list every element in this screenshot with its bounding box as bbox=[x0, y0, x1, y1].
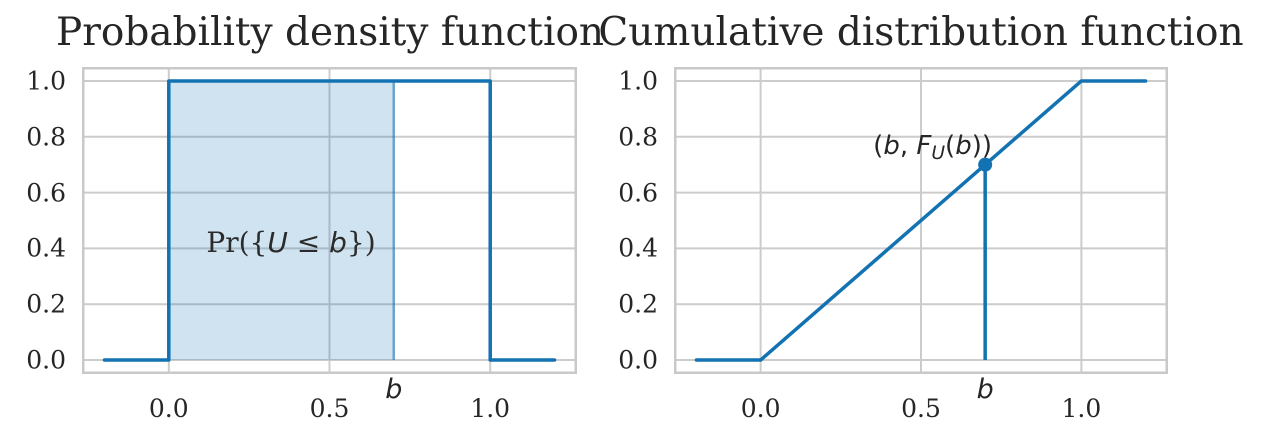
x-tick-label: 0.5 bbox=[309, 394, 350, 423]
axes-frame bbox=[674, 67, 1168, 374]
y-tick-label: 0.4 bbox=[26, 233, 66, 263]
b-tick-label: b bbox=[385, 374, 403, 405]
x-tick-label: 0.0 bbox=[740, 394, 781, 423]
annotation-subscript-u: U bbox=[931, 143, 946, 165]
cdf-curve bbox=[694, 79, 1148, 362]
annotation-comma: , bbox=[899, 131, 917, 162]
pdf-curve bbox=[102, 79, 557, 362]
x-tick-label: 0.5 bbox=[901, 394, 941, 423]
cdf-title: Cumulative distribution function bbox=[598, 10, 1244, 55]
y-tick-label: 0.0 bbox=[26, 345, 66, 375]
x-tick-label: 1.0 bbox=[470, 394, 511, 423]
y-tick-label: 0.2 bbox=[618, 289, 658, 319]
annotation-close-parens: )) bbox=[971, 131, 992, 162]
area-label-suffix: }) bbox=[346, 226, 376, 259]
y-tick-label: 0.6 bbox=[26, 178, 66, 208]
pdf-title: Probability density function bbox=[55, 10, 605, 55]
y-tick-label: 0.4 bbox=[618, 233, 658, 263]
cdf-point-marker bbox=[978, 157, 993, 172]
pdf-plot-canvas bbox=[82, 67, 577, 374]
shaded-probability-area bbox=[168, 80, 394, 361]
y-tick-label: 0.0 bbox=[618, 345, 658, 375]
y-tick-label: 1.0 bbox=[26, 66, 66, 96]
annotation-inner-paren: ( bbox=[945, 131, 956, 162]
pdf-area-label: Pr({U ≤ b}) bbox=[206, 229, 375, 257]
cdf-point-label: (b, FU(b)) bbox=[873, 133, 992, 164]
y-tick-label: 0.8 bbox=[618, 122, 658, 152]
area-label-leq: ≤ bbox=[287, 226, 330, 259]
b-tick-label: b bbox=[976, 374, 994, 405]
annotation-open-paren: ( bbox=[873, 131, 884, 162]
axes-frame bbox=[82, 67, 577, 374]
cdf-axes: (b, FU(b)) 0.0 0.2 0.4 0.6 0.8 1.0 0.0 0.5 1.0 b bbox=[618, 67, 1168, 421]
area-label-prefix: Pr({ bbox=[206, 226, 268, 259]
x-tick-label: 0.0 bbox=[148, 394, 189, 423]
annotation-function-f: F bbox=[916, 131, 932, 162]
y-tick-label: 0.2 bbox=[26, 289, 66, 319]
y-tick-label: 1.0 bbox=[618, 66, 658, 96]
pdf-axes: Pr({U ≤ b}) 0.0 0.2 0.4 0.6 0.8 1.0 0.0 0.5 1.0 b bbox=[26, 67, 577, 421]
cdf-plot-canvas bbox=[674, 67, 1168, 374]
x-tick-label: 1.0 bbox=[1061, 394, 1102, 423]
area-label-variable-u: U bbox=[267, 226, 288, 259]
annotation-variable-b2: b bbox=[955, 131, 972, 162]
annotation-variable-b: b bbox=[883, 131, 900, 162]
y-tick-label: 0.6 bbox=[618, 178, 658, 208]
y-tick-label: 0.8 bbox=[26, 122, 66, 152]
area-label-variable-b: b bbox=[329, 226, 347, 259]
